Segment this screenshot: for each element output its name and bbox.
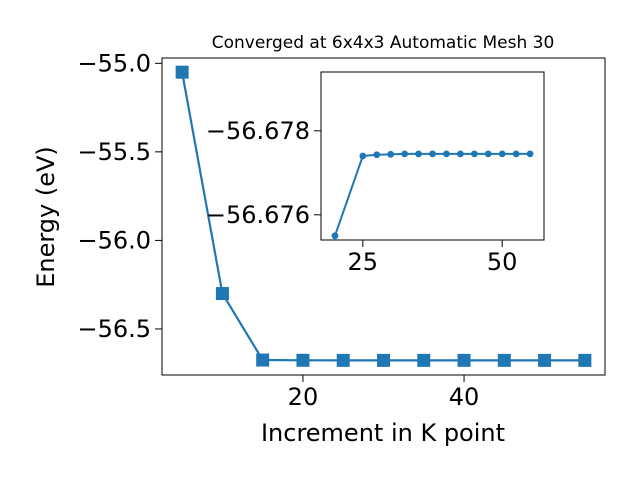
inset-x-tick-label: 50 [487, 248, 518, 276]
inset-data-point [359, 152, 367, 160]
x-axis-label: Increment in K point [261, 419, 505, 447]
main-x-tick-label: 40 [449, 383, 480, 411]
inset-y-tick-label: −56.676 [206, 201, 310, 229]
inset-data-point [415, 150, 422, 158]
main-y-tick-label: −55.5 [77, 138, 151, 166]
main-series [175, 65, 592, 367]
main-data-point [578, 353, 592, 367]
inset-data-point [331, 232, 339, 240]
main-data-point [377, 353, 390, 367]
main-y-tick-label: −56.0 [77, 226, 151, 254]
main-data-point [296, 353, 310, 367]
main-data-point [538, 353, 552, 367]
inset-data-point [401, 150, 409, 158]
inset-data-point [484, 150, 492, 158]
inset-data-point [373, 151, 381, 159]
main-series-group [175, 65, 592, 367]
main-data-point [175, 65, 189, 79]
main-data-point [457, 353, 471, 367]
main-data-point [256, 353, 270, 367]
inset-data-point [443, 150, 450, 158]
inset-y-tick-label: −56.678 [206, 117, 310, 145]
inset-data-point [526, 150, 534, 158]
inset-x-tick-label: 25 [348, 248, 379, 276]
y-axis-label: Energy (eV) [32, 146, 60, 288]
inset-series-group [331, 150, 534, 240]
main-y-tick-label: −56.5 [77, 315, 151, 343]
inset-data-point [512, 150, 520, 158]
inset-series [331, 150, 534, 240]
main-y-tick-label: −55.0 [77, 49, 151, 77]
inset-data-point [456, 150, 464, 158]
inset-data-point [429, 150, 436, 158]
main-x-tick-label: 20 [288, 383, 319, 411]
chart-title: Converged at 6x4x3 Automatic Mesh 30 [212, 33, 555, 53]
inset-data-point [387, 150, 395, 158]
inset-data-point [498, 150, 506, 158]
main-data-point [497, 353, 511, 367]
main-ticks: 20 40 −55.0 −55.5 −56.0 −56.5 [77, 49, 479, 411]
main-data-point [336, 353, 350, 367]
inset-data-point [470, 150, 478, 158]
main-data-point [215, 287, 229, 301]
main-data-point [417, 353, 431, 367]
inset-ticks: 25 50 −56.678 −56.676 [206, 117, 518, 276]
